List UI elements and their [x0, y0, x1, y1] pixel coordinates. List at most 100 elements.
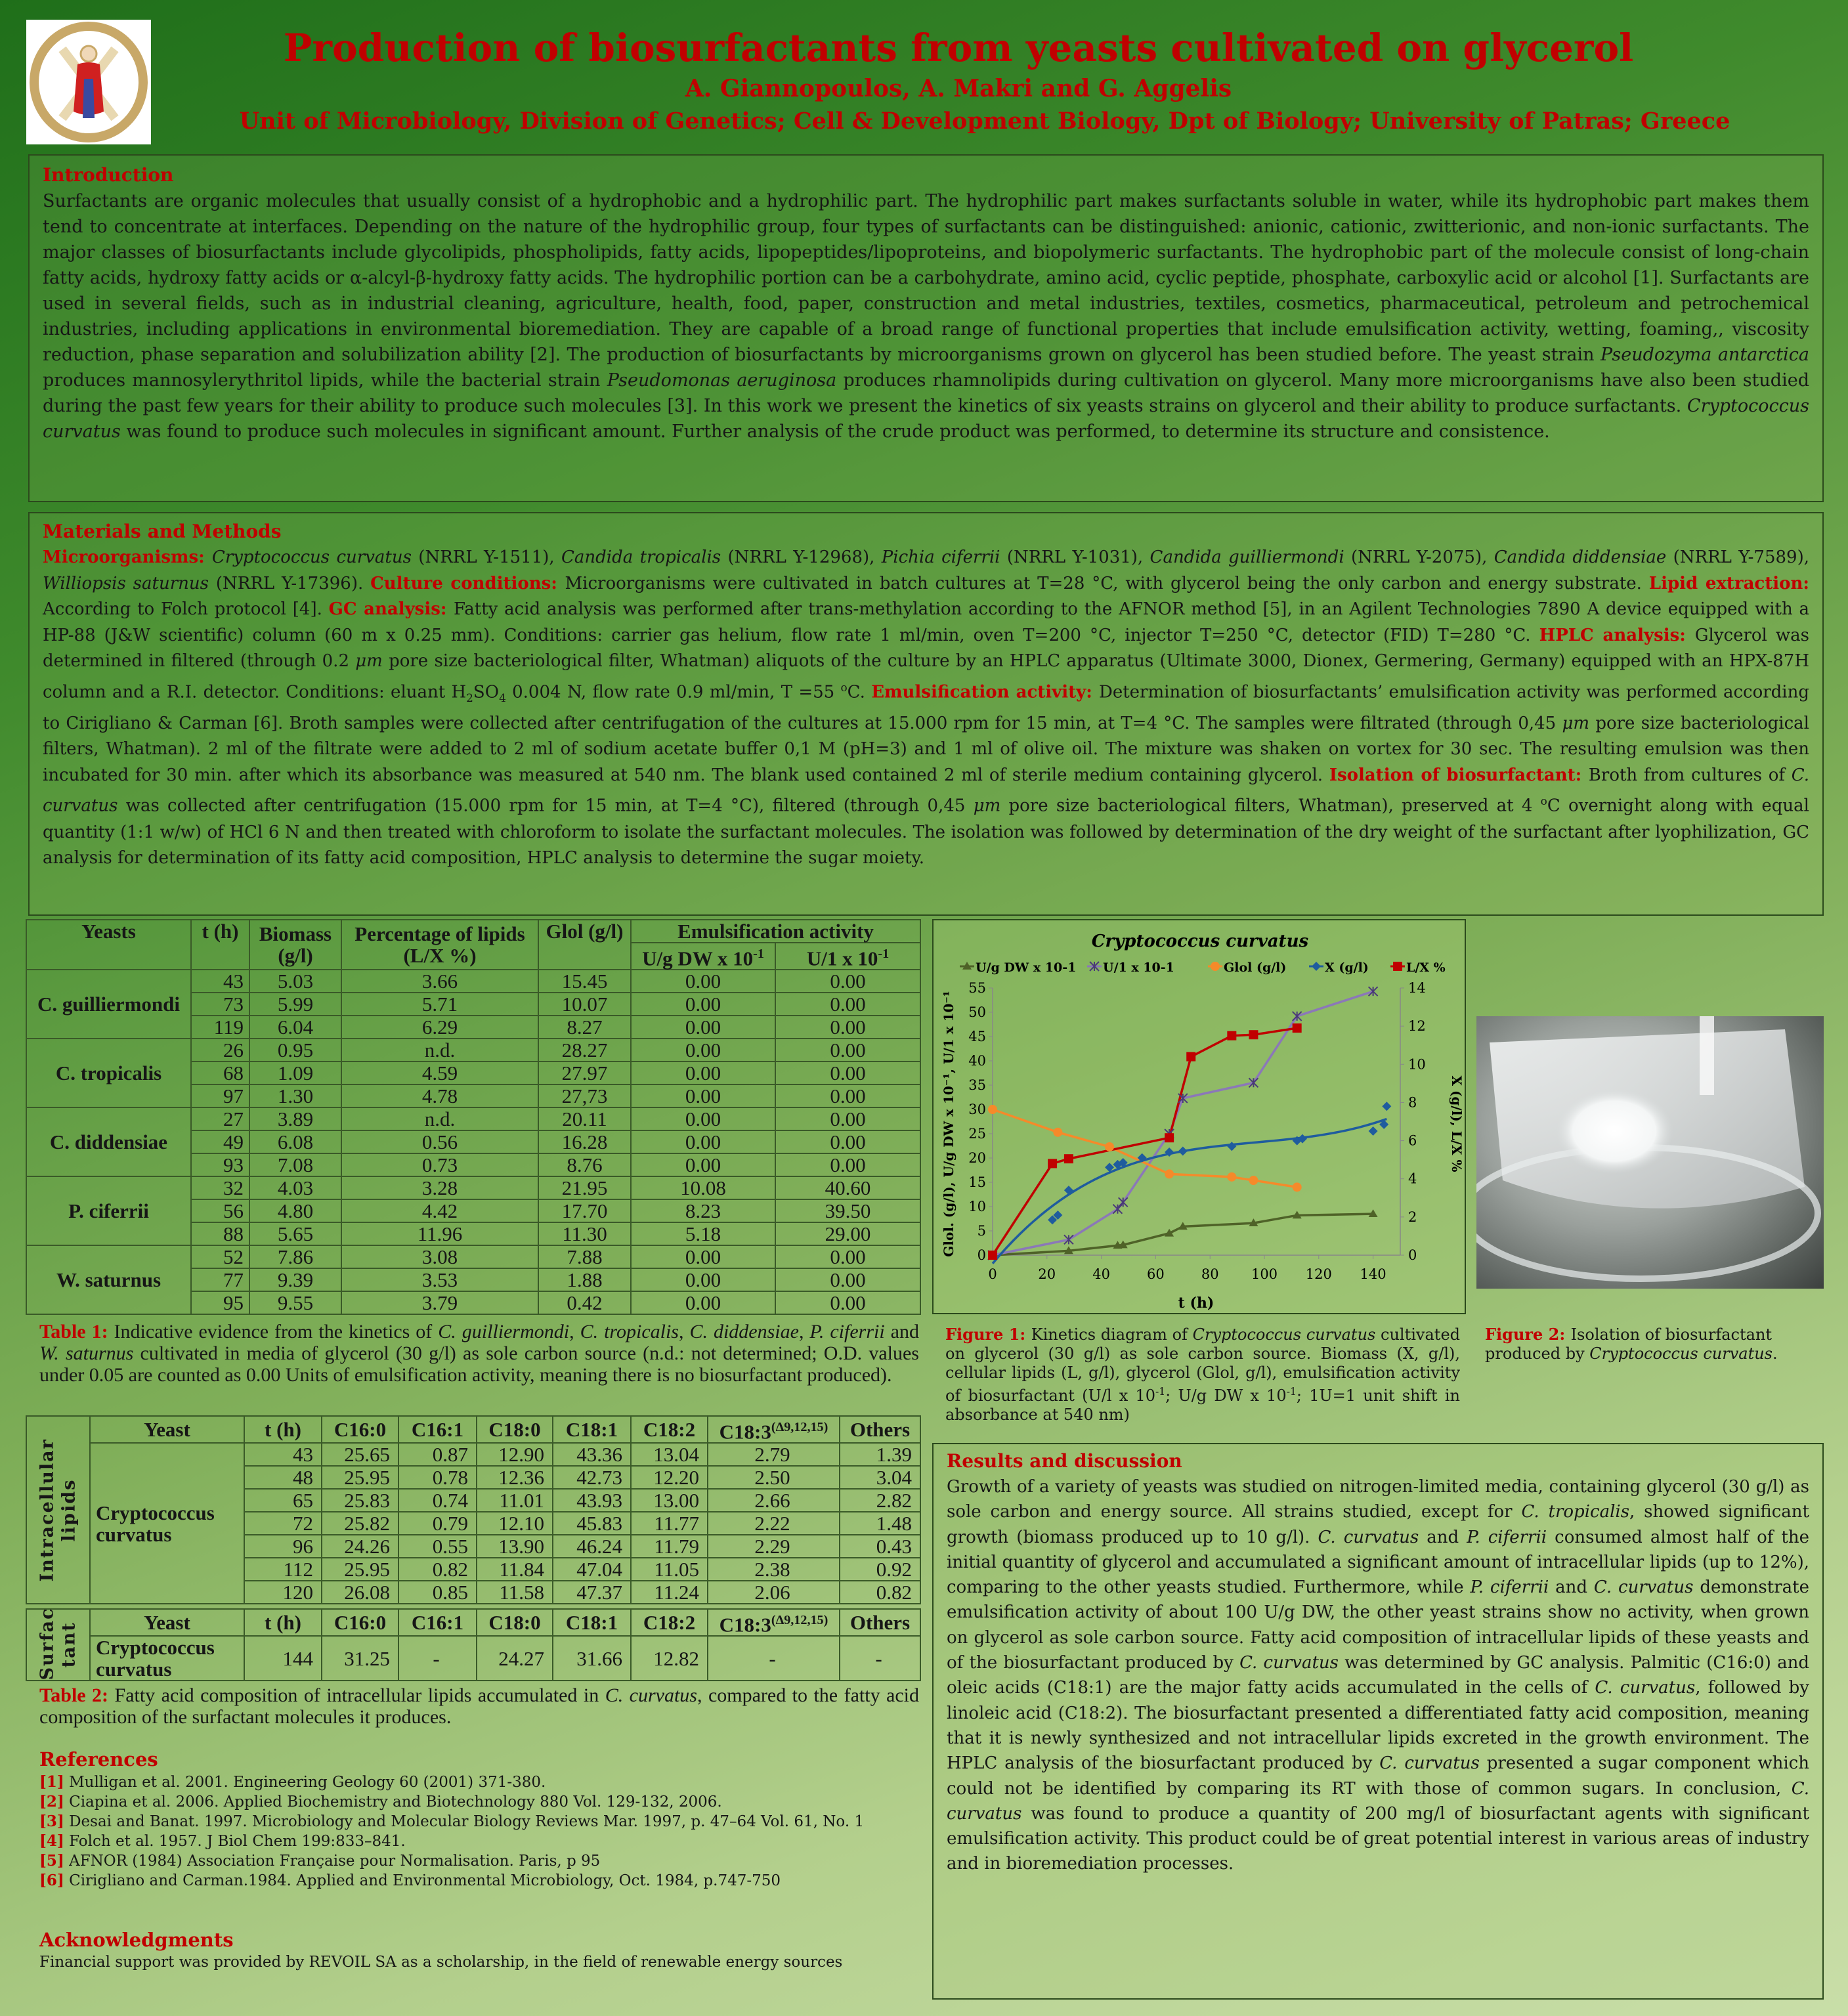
table-cell: 10.07 [538, 992, 632, 1017]
table-cell: 25.95 [321, 1557, 399, 1582]
run-in-heading: Figure 2: [1485, 1325, 1571, 1344]
table-cell: 28.27 [538, 1038, 632, 1063]
text-run: Candida tropicalis [561, 547, 721, 567]
table-2-caption: Table 2: Fatty acid composition of intra… [39, 1684, 919, 1728]
text-run: Growth of a variety of yeasts was studie… [947, 1477, 1809, 1522]
table-cell: 11.79 [630, 1534, 708, 1559]
run-in-heading: GC analysis: [328, 599, 454, 619]
table-cell: 0.00 [774, 1130, 922, 1155]
text-run: (NRRL Y-17396). [209, 573, 371, 593]
data-point-diamond [1105, 1163, 1115, 1172]
data-point-diamond [1368, 1126, 1378, 1136]
data-point-triangle [1249, 1218, 1258, 1227]
yeast-name: Cryptococcus curvatus [89, 1635, 245, 1682]
text-run: Glycerol was determined in filtered (thr… [43, 625, 1810, 672]
table-row: Cryptococcus curvatus 43 25.65 0.87 12.90 43.… [26, 1442, 921, 1605]
table-cell: 17.70 [538, 1199, 632, 1224]
table-cell: 0.00 [630, 1038, 776, 1063]
table-2-intracellular-lipids: Intracellular lipids Yeast t (h) C16:0 C16:1… [26, 1415, 921, 1605]
table-cell: 45.83 [552, 1511, 632, 1536]
table-cell: 31.25 [321, 1635, 399, 1682]
y-left-tick-label: 35 [968, 1077, 986, 1093]
figure-2-photo [1476, 1016, 1824, 1289]
text-run: C. curvatus [43, 765, 1809, 816]
table-row: C. guilliermondi 43 5.03 3.66 15.45 0.00 0.00 [26, 969, 922, 1040]
y-left-tick-label: 30 [968, 1102, 986, 1117]
y-left-tick-label: 40 [968, 1053, 986, 1069]
y-right-axis-label: X (g/l), L/X % [1449, 1075, 1465, 1172]
authors: A. Giannopoulos, A. Makri and G. Aggelis [685, 75, 1232, 102]
reference-item: [2] Ciapina et al. 2006. Applied Biochem… [39, 1792, 919, 1812]
text-run: SO [473, 682, 500, 702]
text-run: Candida guilliermondi [1150, 547, 1344, 567]
reference-text: Ciapina et al. 2006. Applied Biochemistr… [64, 1793, 722, 1811]
data-point-square [1186, 1052, 1196, 1062]
references-section: References [1] Mulligan et al. 2001. Eng… [39, 1746, 919, 1891]
text-run: Pseudozyma antarctica [1600, 345, 1809, 365]
text-run: Broth from cultures of [1588, 765, 1792, 785]
text-run: Cryptococcus curvatus [43, 396, 1809, 442]
data-point-diamond [1118, 1158, 1128, 1168]
text-run: produces rhamnolipids during cultivation… [43, 370, 1809, 416]
x-tick-label: 120 [1306, 1266, 1332, 1282]
table-cell: 1.09 [249, 1061, 342, 1086]
table-cell: 25.65 [321, 1442, 399, 1467]
table-cell: 47.37 [552, 1580, 632, 1605]
reference-text: Mulligan et al. 2001. Engineering Geolog… [64, 1774, 546, 1791]
table-cell: 16.28 [538, 1130, 632, 1155]
university-of-patras-logo [26, 20, 151, 144]
table-cell: 11.30 [538, 1222, 632, 1247]
table-cell: 39.50 [774, 1199, 922, 1224]
table-cell: 2.82 [839, 1488, 921, 1513]
table-cell: 0.73 [341, 1153, 539, 1178]
table-cell: 43.93 [552, 1488, 632, 1513]
run-in-heading: HPLC analysis: [1539, 625, 1695, 645]
table-cell: 0.92 [839, 1557, 921, 1582]
data-point-square [1165, 1133, 1174, 1143]
side-label: Surfac tant [26, 1607, 90, 1681]
table-cell: 0.00 [630, 1130, 776, 1155]
data-point-circle [1165, 1169, 1174, 1179]
data-point-square [988, 1251, 997, 1260]
legend-label: L/X % [1406, 960, 1446, 975]
data-point-triangle [1064, 1246, 1073, 1255]
col-header: C18:2 [630, 1415, 708, 1444]
col-header: C18:0 [476, 1415, 553, 1444]
text-run: Pichia ciferrii [881, 547, 1000, 567]
text-run: (NRRL Y-2075), [1344, 547, 1494, 567]
text-run: Cryptococcus curvatus [211, 547, 412, 567]
trendline [991, 1117, 1387, 1264]
table-cell: 7.86 [249, 1245, 342, 1270]
text-run: o [840, 680, 848, 694]
table-cell: 0.00 [630, 1084, 776, 1109]
table-cell: 0.00 [630, 1268, 776, 1293]
text-run: C. guilliermondi [438, 1321, 570, 1342]
header-row: Surfac tant Yeast t (h) C16:0 C16:1 C18:0 C18:… [26, 1607, 921, 1681]
table-cell: 4.42 [341, 1199, 539, 1224]
acknowledgments-section: Acknowledgments Financial support was pr… [39, 1927, 919, 1972]
methods-text: Microorganisms: Cryptococcus curvatus (N… [43, 545, 1809, 872]
data-point-asterisk [1112, 1203, 1123, 1214]
data-point-square [1048, 1159, 1058, 1169]
text-run: μm [1562, 713, 1590, 733]
table-row: 72 25.82 0.79 12.10 45.83 11.77 2.22 1.48 [26, 1511, 921, 1536]
text-run: pore size bacteriological filters, Whatm… [1000, 796, 1541, 816]
run-in-heading: Isolation of biosurfactant: [1329, 765, 1589, 785]
table-cell: 0.79 [398, 1511, 477, 1536]
table-cell: 119 [190, 1015, 250, 1040]
col-header-lipids: Percentage of lipids (L/X %) [341, 918, 539, 971]
table-row: 56 4.80 4.42 17.70 8.23 39.50 [26, 1199, 922, 1224]
text-run: C. tropicalis [1521, 1502, 1630, 1522]
results-heading: Results and discussion [947, 1450, 1182, 1472]
table-cell: 144 [244, 1635, 322, 1682]
biosurfactant-filter-photo [1476, 1016, 1821, 1282]
reference-number: [5] [39, 1852, 64, 1870]
data-point-diamond [1312, 962, 1321, 971]
table-cell: 2.66 [707, 1488, 840, 1513]
text-run: μm [973, 796, 1001, 816]
data-point-asterisk [1064, 1234, 1074, 1245]
table-cell: 0.00 [774, 1038, 922, 1063]
data-point-square [1249, 1030, 1258, 1040]
methods-heading: Materials and Methods [43, 521, 282, 542]
figure-2-caption: Figure 2: Isolation of biosurfactant pro… [1485, 1325, 1813, 1363]
